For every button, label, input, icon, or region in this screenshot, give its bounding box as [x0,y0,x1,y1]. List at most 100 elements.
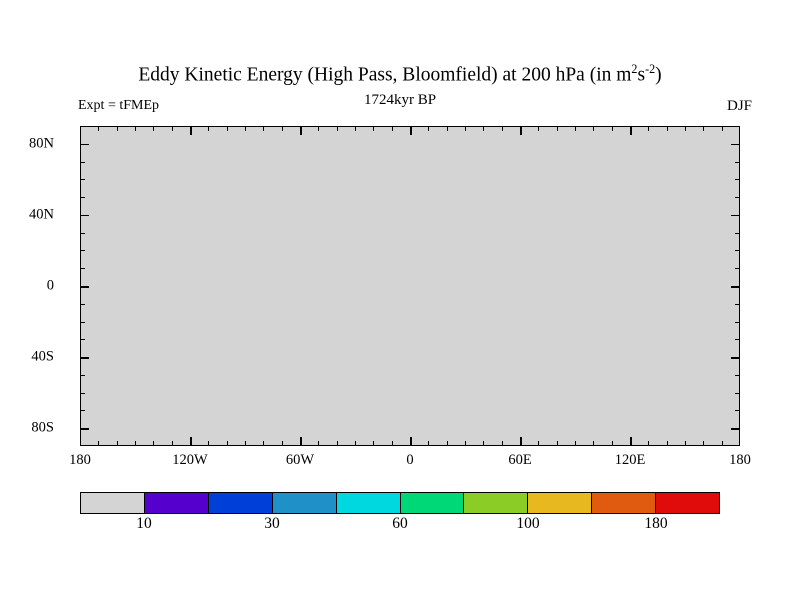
axis-tick [208,126,210,131]
axis-tick [410,126,412,135]
colorbar [80,492,720,514]
axis-tick [153,441,155,446]
axis-tick [703,126,705,131]
axis-tick [318,126,320,131]
axis-tick [735,374,740,376]
colorbar-band [143,493,208,513]
axis-tick [630,437,632,446]
axis-tick [501,126,503,131]
axis-tick [483,441,485,446]
x-axis-label: 0 [406,452,414,468]
colorbar-band [335,493,400,513]
axis-tick [135,441,136,446]
axis-tick [666,126,668,131]
axis-tick [575,441,576,446]
axis-tick [281,441,283,446]
axis-tick [648,126,650,131]
axis-tick [465,441,466,446]
axis-tick [483,126,485,131]
axis-tick [80,214,89,217]
axis-tick [80,410,85,412]
axis-tick [731,214,740,217]
axis-tick [735,410,740,412]
axis-tick [731,357,740,359]
axis-tick [428,126,430,131]
y-axis-label: 80N [29,135,54,152]
axis-tick [80,161,85,163]
axis-tick [731,286,740,288]
axis-tick [80,374,85,376]
axis-tick [80,179,85,181]
colorbar-band [207,493,272,513]
colorbar-tick-label: 30 [264,515,280,532]
axis-tick [575,126,576,131]
axis-tick [263,126,265,131]
axis-tick [611,441,613,446]
axis-tick [391,441,393,446]
axis-tick [318,441,320,446]
x-axis-label: 120W [172,452,208,468]
colorbar-tick-label: 60 [392,515,408,532]
axis-tick [116,126,118,131]
map-plot-area [80,126,740,446]
axis-tick [735,179,740,181]
x-axis-label: 180 [729,452,751,468]
eke-contour-field [81,127,739,445]
axis-tick [245,126,246,131]
axis-tick [116,441,118,446]
axis-tick [80,303,85,305]
page-title: Eddy Kinetic Energy (High Pass, Bloomfie… [0,62,800,87]
colorbar-band [591,493,656,513]
axis-tick [245,441,246,446]
title-mid: s [637,64,646,86]
axis-tick [336,441,338,446]
axis-tick [336,126,338,131]
axis-tick [685,126,686,131]
y-axis-label: 0 [46,277,54,294]
colorbar-band [527,493,592,513]
colorbar-band [81,493,144,513]
colorbar-band [399,493,464,513]
colorbar-tick-label: 180 [644,515,668,532]
axis-tick [80,143,89,146]
axis-tick [300,437,302,446]
axis-tick [80,357,89,359]
axis-tick [190,126,192,135]
axis-tick [446,441,448,446]
axis-tick [153,126,155,131]
axis-tick [428,441,430,446]
axis-tick [208,441,210,446]
season-label: DJF [726,98,752,114]
axis-tick [735,321,740,323]
axis-tick [538,441,540,446]
axis-tick [630,126,632,135]
axis-tick [735,197,740,199]
axis-tick [80,286,89,288]
colorbar-band [271,493,336,513]
axis-tick [556,126,558,131]
axis-tick [355,126,356,131]
axis-tick [391,126,393,131]
axis-tick [226,441,228,446]
axis-tick [373,126,375,131]
axis-tick [703,441,705,446]
axis-tick [520,437,522,446]
axis-tick [731,143,740,146]
axis-tick [80,339,85,341]
axis-tick [80,232,85,234]
axis-tick [731,428,740,430]
y-axis-label: 40S [31,348,54,365]
axis-tick [735,303,740,305]
x-axis-label: 60E [508,452,532,468]
axis-tick [300,126,302,135]
axis-tick [735,268,740,270]
axis-tick [593,126,595,131]
axis-tick [410,437,412,446]
axis-tick [735,392,740,394]
axis-tick [465,126,466,131]
axis-tick [666,441,668,446]
axis-tick [501,441,503,446]
axis-tick [80,428,89,430]
axis-tick [735,232,740,234]
axis-tick [190,437,192,446]
